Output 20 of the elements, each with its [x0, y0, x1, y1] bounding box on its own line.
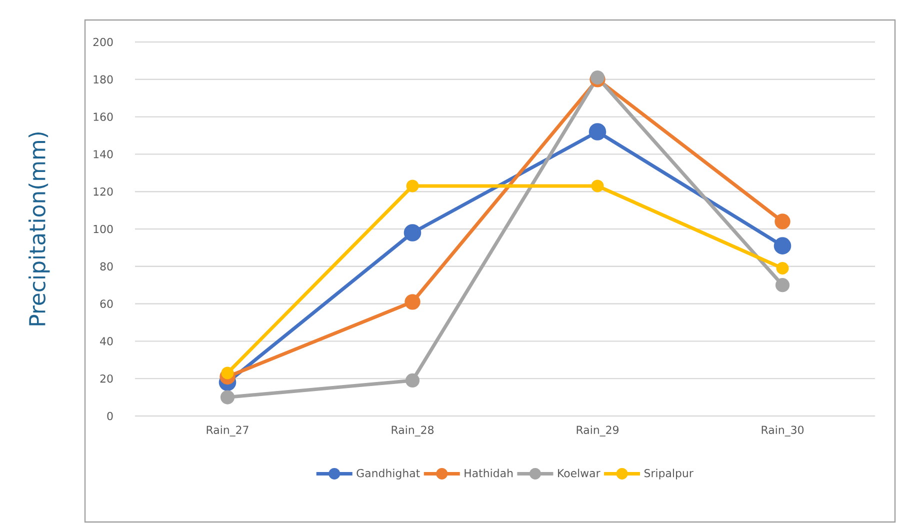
- y-tick-label: 100: [94, 224, 113, 234]
- legend-label: Gandhighat: [356, 468, 420, 480]
- y-tick-label: 40: [100, 337, 113, 346]
- y-tick-label: 20: [100, 374, 113, 383]
- legend-label: Sripalpur: [644, 468, 694, 480]
- legend-label: Koelwar: [558, 468, 600, 478]
- x-tick-label: Rain_30: [762, 426, 804, 436]
- y-tick-label: 80: [100, 262, 113, 271]
- y-tick-label: 0: [107, 412, 113, 420]
- y-tick-label: 180: [94, 75, 113, 84]
- x-tick-label: Rain_27: [206, 426, 248, 436]
- y-axis-title: Precipitation(mm): [28, 132, 50, 326]
- x-tick-label: Rain_29: [576, 426, 619, 436]
- y-tick-label: 140: [94, 150, 113, 158]
- x-tick-label: Rain_28: [392, 426, 434, 436]
- legend-label: Hathidah: [464, 468, 513, 478]
- y-tick-label: 60: [100, 300, 113, 308]
- y-tick-label: 200: [93, 38, 113, 46]
- y-tick-label: 120: [94, 187, 113, 196]
- y-tick-label: 160: [94, 112, 113, 121]
